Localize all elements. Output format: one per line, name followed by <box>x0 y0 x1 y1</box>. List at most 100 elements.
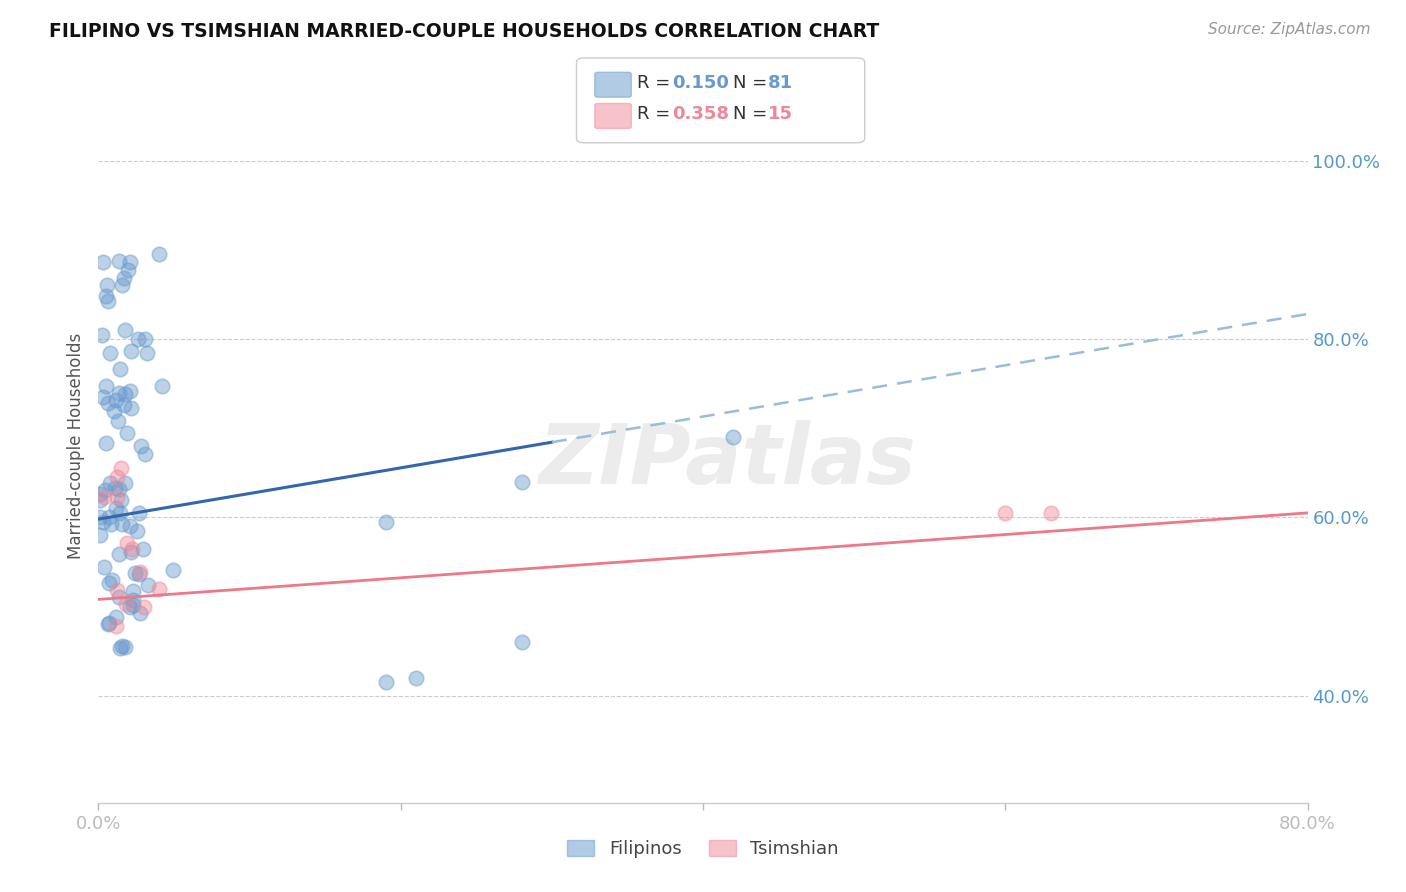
Point <box>110 461 132 475</box>
Point <box>108 547 131 561</box>
Point <box>135 345 157 359</box>
Text: ZIPatlas: ZIPatlas <box>538 420 917 500</box>
Point <box>148 247 170 261</box>
Text: 0.358: 0.358 <box>672 105 730 123</box>
Point <box>104 501 127 516</box>
Point <box>114 386 136 401</box>
Point <box>100 573 122 587</box>
Point <box>110 640 132 655</box>
Point <box>128 565 150 579</box>
Point <box>100 516 122 531</box>
Point <box>91 328 114 343</box>
Point <box>98 509 121 524</box>
Point <box>128 606 150 620</box>
Point <box>104 482 127 496</box>
Point <box>120 600 142 615</box>
Text: Source: ZipAtlas.com: Source: ZipAtlas.com <box>1208 22 1371 37</box>
Point <box>97 293 120 308</box>
Point <box>134 332 156 346</box>
Point <box>105 583 128 598</box>
Text: N =: N = <box>733 105 772 123</box>
Point <box>108 362 131 376</box>
Point <box>114 323 136 337</box>
Point <box>121 593 143 607</box>
Point <box>93 490 115 504</box>
Point <box>723 430 745 444</box>
Point <box>405 671 427 685</box>
Text: N =: N = <box>733 74 772 92</box>
Point <box>120 545 142 559</box>
Point <box>115 598 138 612</box>
Point <box>120 344 142 359</box>
Point <box>114 640 136 654</box>
Text: 81: 81 <box>768 74 793 92</box>
Point <box>112 398 135 412</box>
Text: R =: R = <box>637 74 676 92</box>
Point <box>136 578 159 592</box>
Point <box>110 492 132 507</box>
Point <box>96 436 118 450</box>
Point <box>111 517 134 532</box>
Point <box>96 289 118 303</box>
Point <box>105 469 128 483</box>
Point <box>127 332 149 346</box>
Point <box>105 610 128 624</box>
Point <box>150 379 173 393</box>
Point <box>100 346 122 360</box>
Point <box>112 270 135 285</box>
Point <box>97 616 120 631</box>
Point <box>374 515 396 529</box>
Point <box>93 391 115 405</box>
Point <box>89 487 111 501</box>
Point <box>510 635 533 649</box>
Point <box>128 506 150 520</box>
Point <box>510 475 533 489</box>
Point <box>117 263 139 277</box>
Text: 0.150: 0.150 <box>672 74 728 92</box>
Point <box>129 439 152 453</box>
Point <box>97 576 120 591</box>
Point <box>108 254 131 268</box>
Point <box>91 515 114 529</box>
Text: R =: R = <box>637 105 676 123</box>
Point <box>111 639 134 653</box>
Point <box>115 425 138 440</box>
Point <box>994 506 1017 520</box>
Point <box>121 541 143 556</box>
Point <box>162 563 184 577</box>
Point <box>97 617 120 632</box>
Text: FILIPINO VS TSIMSHIAN MARRIED-COUPLE HOUSEHOLDS CORRELATION CHART: FILIPINO VS TSIMSHIAN MARRIED-COUPLE HOU… <box>49 22 880 41</box>
Point <box>374 675 396 690</box>
Point <box>108 385 131 400</box>
Point <box>114 475 136 490</box>
Point <box>107 414 129 428</box>
Y-axis label: Married-couple Households: Married-couple Households <box>66 333 84 559</box>
Text: 15: 15 <box>768 105 793 123</box>
Point <box>132 599 155 614</box>
Point <box>89 493 111 508</box>
Point <box>108 590 131 604</box>
Point <box>93 483 115 497</box>
Point <box>93 559 115 574</box>
Point <box>120 255 142 269</box>
Point <box>124 566 146 580</box>
Point <box>128 567 150 582</box>
Point <box>104 392 127 407</box>
Point <box>108 483 131 497</box>
Point <box>1039 506 1062 520</box>
Point <box>97 396 120 410</box>
Point <box>121 584 143 599</box>
Point <box>96 278 118 293</box>
Point <box>96 379 118 393</box>
Point <box>111 277 134 292</box>
Point <box>103 404 125 418</box>
Point <box>105 490 128 504</box>
Point <box>132 542 155 557</box>
Point <box>118 518 141 533</box>
Point <box>125 524 148 539</box>
Legend: Filipinos, Tsimshian: Filipinos, Tsimshian <box>560 832 846 865</box>
Point <box>134 447 156 461</box>
Point <box>148 582 170 596</box>
Point <box>115 536 138 550</box>
Point <box>105 618 128 632</box>
